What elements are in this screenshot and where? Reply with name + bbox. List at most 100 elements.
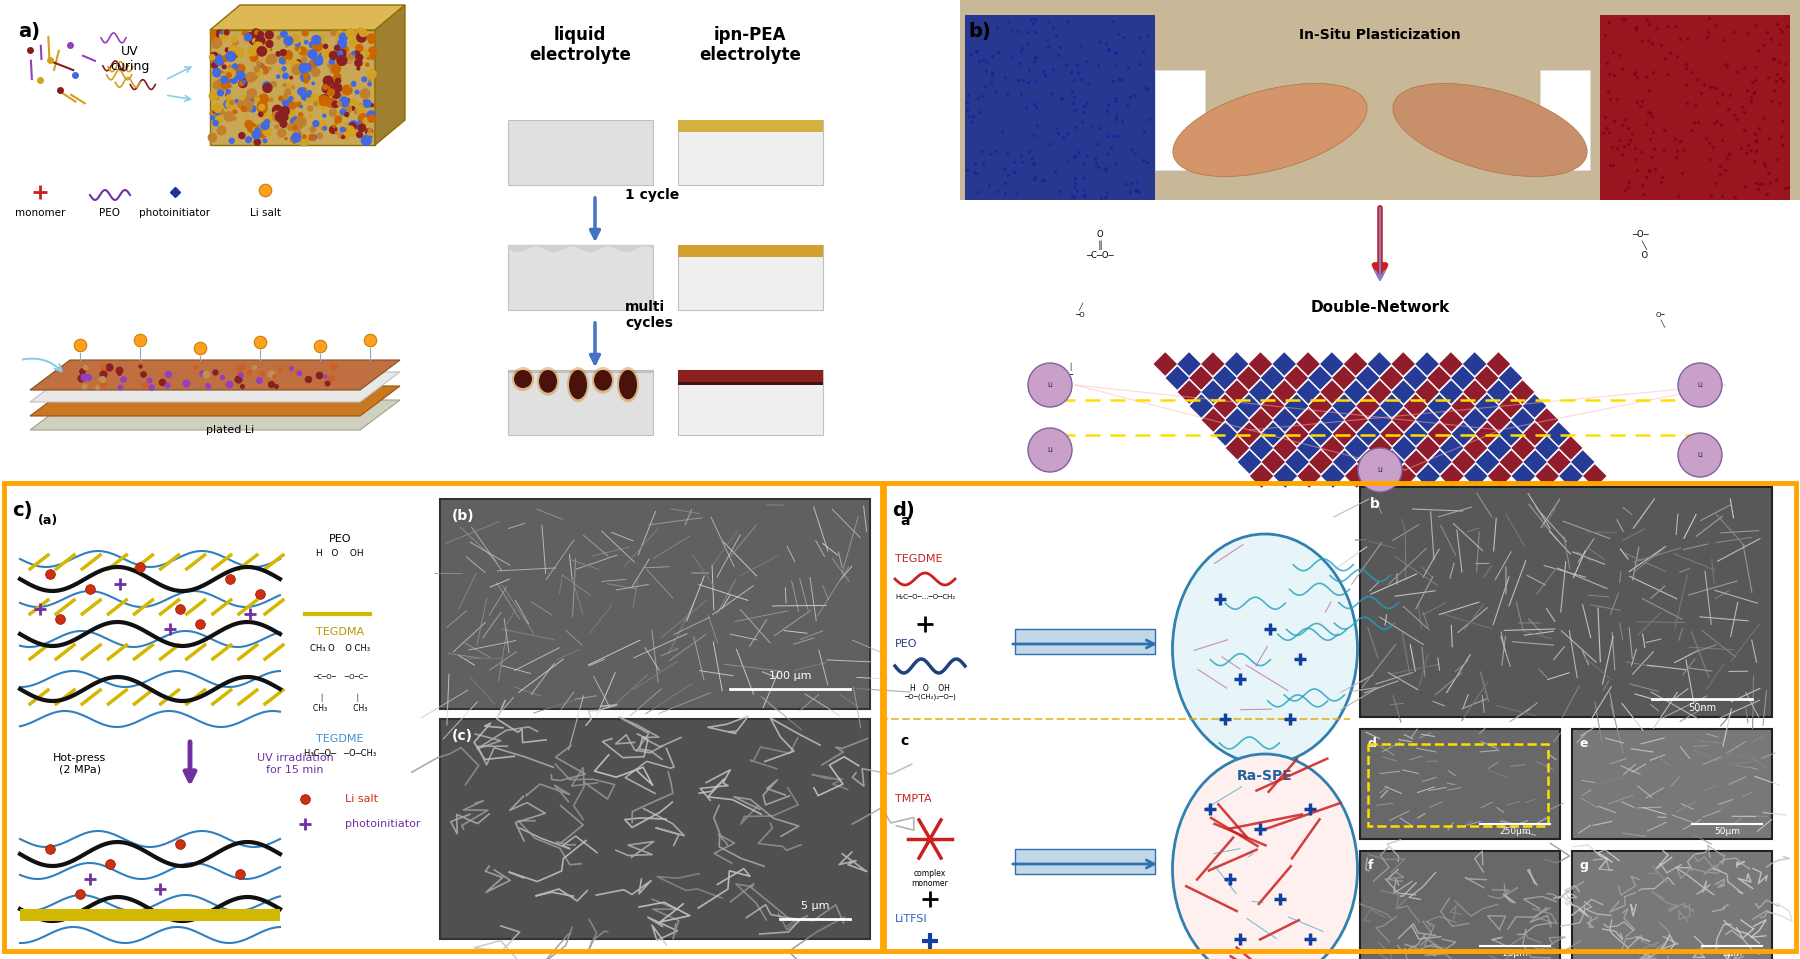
Circle shape [351, 99, 356, 105]
Circle shape [301, 105, 302, 107]
Polygon shape [1262, 394, 1285, 418]
Circle shape [227, 52, 236, 61]
Circle shape [310, 59, 317, 67]
Text: c): c) [13, 501, 32, 520]
Polygon shape [1368, 436, 1391, 459]
Circle shape [257, 61, 261, 65]
Bar [508, 245, 653, 310]
Circle shape [290, 97, 293, 101]
Circle shape [290, 136, 295, 142]
Circle shape [283, 99, 290, 106]
Circle shape [302, 31, 306, 34]
Circle shape [299, 112, 302, 117]
Circle shape [254, 97, 259, 103]
Circle shape [281, 32, 286, 37]
Bar [1600, 15, 1789, 200]
Polygon shape [1296, 409, 1321, 432]
Circle shape [286, 55, 290, 58]
Ellipse shape [515, 370, 533, 388]
Circle shape [346, 57, 351, 63]
Circle shape [344, 134, 349, 140]
Text: Li: Li [1377, 467, 1382, 473]
Text: Li: Li [1697, 452, 1703, 458]
Polygon shape [1321, 409, 1345, 432]
Polygon shape [1391, 409, 1415, 432]
Circle shape [225, 30, 229, 35]
Text: photoinitiator: photoinitiator [346, 819, 421, 829]
Polygon shape [1355, 366, 1379, 389]
Polygon shape [1415, 380, 1438, 404]
Text: UV irradiation
for 15 min: UV irradiation for 15 min [257, 753, 333, 775]
Text: 2μm: 2μm [1723, 949, 1742, 958]
Circle shape [232, 39, 238, 45]
Polygon shape [1535, 436, 1559, 459]
Circle shape [266, 58, 270, 63]
Circle shape [356, 34, 365, 42]
Circle shape [220, 32, 223, 34]
Circle shape [221, 108, 223, 111]
Circle shape [367, 131, 373, 138]
Ellipse shape [1393, 83, 1588, 176]
Circle shape [229, 46, 238, 55]
Circle shape [299, 62, 301, 65]
Polygon shape [1296, 380, 1319, 404]
Circle shape [371, 104, 373, 106]
Circle shape [212, 68, 221, 77]
Polygon shape [1332, 394, 1355, 418]
Circle shape [259, 112, 263, 116]
Circle shape [355, 90, 358, 94]
Circle shape [284, 93, 288, 96]
Circle shape [212, 121, 218, 126]
Text: plated Li: plated Li [205, 425, 254, 435]
Circle shape [344, 57, 347, 61]
Polygon shape [1213, 422, 1237, 446]
Circle shape [369, 37, 374, 43]
Text: f: f [1368, 859, 1373, 872]
Polygon shape [31, 386, 400, 416]
Circle shape [256, 67, 263, 75]
Circle shape [313, 41, 322, 51]
Polygon shape [1582, 464, 1607, 488]
Circle shape [324, 44, 328, 48]
Text: c: c [900, 734, 909, 748]
Ellipse shape [617, 367, 639, 403]
Circle shape [239, 80, 247, 87]
Circle shape [254, 43, 256, 45]
Circle shape [212, 38, 221, 48]
Bar [1571, 851, 1771, 959]
Circle shape [322, 128, 324, 129]
Text: d: d [1368, 737, 1377, 750]
Polygon shape [1249, 380, 1273, 404]
Text: LiTFSI: LiTFSI [895, 914, 927, 924]
Circle shape [281, 116, 283, 118]
Circle shape [320, 95, 329, 102]
Circle shape [331, 81, 338, 87]
Circle shape [308, 64, 317, 72]
Circle shape [218, 56, 221, 59]
Polygon shape [1415, 352, 1438, 376]
Circle shape [227, 95, 230, 99]
Circle shape [290, 77, 292, 79]
Polygon shape [1499, 422, 1523, 446]
Circle shape [290, 35, 299, 43]
Circle shape [254, 66, 259, 72]
Circle shape [257, 105, 266, 113]
Circle shape [221, 82, 229, 87]
Polygon shape [1321, 464, 1345, 488]
Circle shape [277, 120, 283, 124]
Circle shape [349, 123, 356, 129]
Circle shape [369, 136, 373, 138]
Bar [508, 370, 653, 435]
Circle shape [329, 52, 337, 59]
Polygon shape [1213, 366, 1237, 389]
Polygon shape [1226, 380, 1249, 404]
Circle shape [319, 96, 329, 105]
Text: d): d) [893, 501, 914, 520]
Circle shape [293, 126, 297, 129]
Polygon shape [1523, 450, 1546, 474]
Circle shape [209, 133, 216, 142]
Circle shape [256, 36, 265, 45]
Circle shape [322, 114, 326, 117]
Circle shape [256, 31, 259, 35]
Polygon shape [1309, 450, 1332, 474]
